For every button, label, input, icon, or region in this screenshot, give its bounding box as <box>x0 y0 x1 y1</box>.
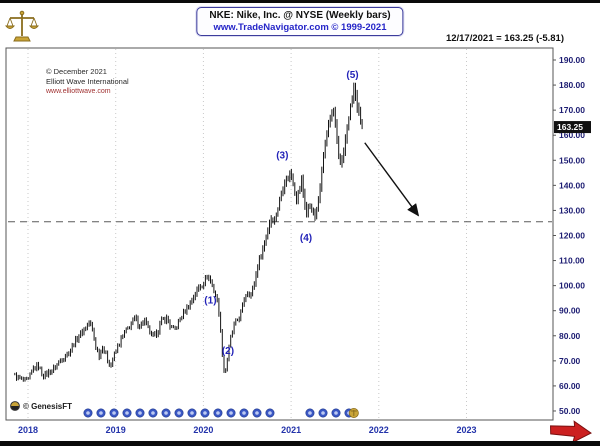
y-tick-label: 90.00 <box>559 306 581 316</box>
x-axis-labels: 2018 2019 2020 2021 2022 2023 <box>18 425 477 435</box>
genesis-credit: © GenesisFT <box>10 401 72 411</box>
y-axis-labels: 190.00 180.00 170.00 160.00 150.00 140.00 130.… <box>553 55 585 416</box>
y-tick-label: 130.00 <box>559 205 585 215</box>
y-tick-label: 180.00 <box>559 80 585 90</box>
x-tick-label: 2019 <box>106 425 126 435</box>
year-gridlines <box>27 49 467 419</box>
x-tick-label: 2023 <box>456 425 476 435</box>
y-tick-label: 170.00 <box>559 105 585 115</box>
red-arrow-icon <box>548 419 594 441</box>
y-tick-label: 110.00 <box>559 256 585 266</box>
chart-title-box: NKE: Nike, Inc. @ NYSE (Weekly bars) www… <box>196 7 404 36</box>
mini-scales-icon <box>348 407 359 418</box>
elliott-wave-labels: (1) (2) (3) (4) (5) <box>204 70 358 357</box>
y-tick-label: 50.00 <box>559 406 581 416</box>
price-bars <box>14 82 363 382</box>
plot-frame <box>5 47 554 421</box>
y-tick-label: 140.00 <box>559 180 585 190</box>
x-tick-label: 2020 <box>193 425 213 435</box>
scales-of-justice-logo-icon <box>4 9 40 45</box>
x-tick-label: 2021 <box>281 425 301 435</box>
wave-label: (2) <box>222 346 234 357</box>
event-markers[interactable] <box>83 408 354 418</box>
last-quote-text: 12/17/2021 = 163.25 (-5.81) <box>445 33 564 44</box>
watermark-url: www.elliottwave.com <box>46 87 111 95</box>
watermark-company: Elliott Wave International <box>46 76 129 86</box>
price-chart[interactable]: 190.00 180.00 170.00 160.00 150.00 140.00 130.… <box>0 3 600 446</box>
genesis-credit-label: © GenesisFT <box>23 401 73 411</box>
last-price-tag: 163.25 <box>554 121 591 134</box>
wave-label: (1) <box>204 296 216 307</box>
ewi-watermark: © December 2021 Elliott Wave Internation… <box>46 67 129 96</box>
wave-label: (4) <box>300 233 312 244</box>
y-tick-label: 100.00 <box>559 281 585 291</box>
x-tick-label: 2018 <box>18 425 38 435</box>
x-tick-label: 2022 <box>369 425 389 435</box>
wave-label: (3) <box>276 150 288 161</box>
watermark-date: © December 2021 <box>46 67 107 76</box>
y-tick-label: 160.00 <box>559 130 585 140</box>
y-tick-label: 120.00 <box>559 230 585 240</box>
y-tick-label: 70.00 <box>559 356 581 366</box>
genesis-logo-icon <box>10 401 20 411</box>
projection-arrow <box>364 142 420 217</box>
chart-source-link: www.TradeNavigator.com © 1999-2021 <box>213 22 387 33</box>
y-tick-label: 80.00 <box>559 331 581 341</box>
y-tick-label: 150.00 <box>559 155 585 165</box>
wave-label: (5) <box>346 70 358 81</box>
last-price-value: 163.25 <box>557 122 583 132</box>
y-tick-label: 190.00 <box>559 55 585 65</box>
y-tick-label: 60.00 <box>559 381 581 391</box>
chart-title: NKE: Nike, Inc. @ NYSE (Weekly bars) <box>209 10 391 21</box>
